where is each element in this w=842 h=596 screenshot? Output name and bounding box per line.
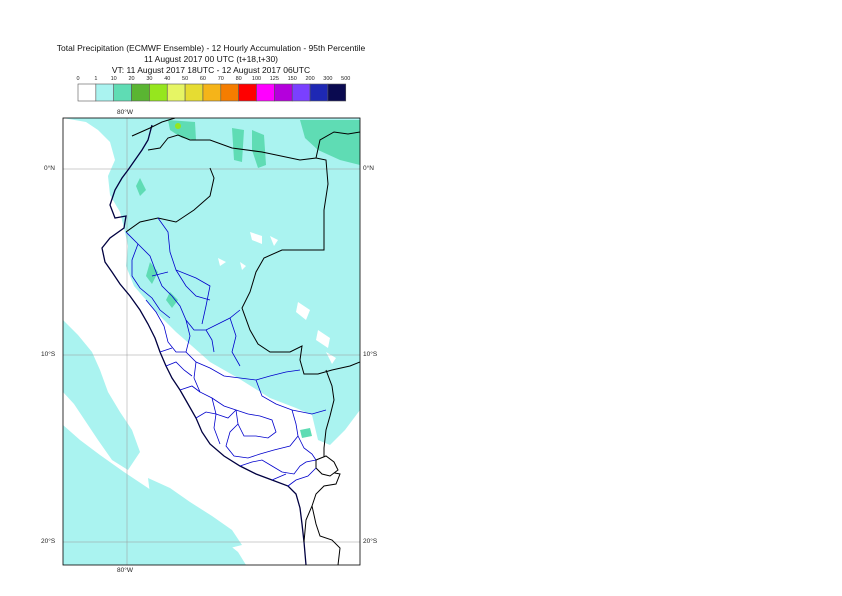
legend-tick-label: 80 (236, 76, 242, 82)
legend-tick-label: 100 (252, 76, 261, 82)
map-frame (62, 117, 361, 566)
legend-swatch (327, 83, 347, 102)
lat-label-20s-right: 20°S (363, 538, 378, 545)
legend-tick-label: 500 (341, 76, 350, 82)
legend-tick-label: 125 (270, 76, 279, 82)
lat-label-10s-right: 10°S (363, 351, 378, 358)
legend-tick-label: 20 (128, 76, 134, 82)
legend-tick-label: 10 (111, 76, 117, 82)
lat-label-10s-left: 10°S (41, 351, 56, 358)
legend-tick-label: 50 (182, 76, 188, 82)
legend-tick-label: 0 (76, 76, 79, 82)
country-borders (125, 118, 360, 565)
valid-time: VT: 11 August 2017 18UTC - 12 August 201… (111, 65, 311, 75)
legend-tick-label: 30 (146, 76, 152, 82)
coastline (101, 124, 307, 565)
legend-tick-label: 70 (218, 76, 224, 82)
lat-label-0n-left: 0°N (44, 165, 55, 172)
legend-tick-label: 300 (323, 76, 332, 82)
region-borders (125, 217, 327, 487)
lat-label-0n-right: 0°N (363, 165, 374, 172)
lat-label-20s-left: 20°S (41, 538, 56, 545)
dry-patches (218, 232, 336, 364)
legend-tick-label: 60 (200, 76, 206, 82)
graticule (63, 118, 360, 565)
precip-heavy-spot (175, 123, 181, 129)
lon-label-80w-top: 80°W (117, 109, 133, 116)
lake-titicaca (315, 455, 339, 477)
precip-light-field (63, 118, 360, 565)
legend-tick-label: 1 (94, 76, 97, 82)
color-legend: 0 1 10 20 30 40 50 60 70 80 100 125 150 200 300 500 (76, 76, 350, 102)
lon-label-80w-bottom: 80°W (117, 567, 133, 574)
legend-tick-label: 150 (288, 76, 297, 82)
precip-medium-field (136, 120, 360, 438)
base-time: 11 August 2017 00 UTC (t+18,t+30) (143, 54, 279, 64)
legend-tick-label: 40 (164, 76, 170, 82)
map-title: Total Precipitation (ECMWF Ensemble) - 1… (56, 43, 366, 53)
legend-tick-label: 200 (305, 76, 314, 82)
